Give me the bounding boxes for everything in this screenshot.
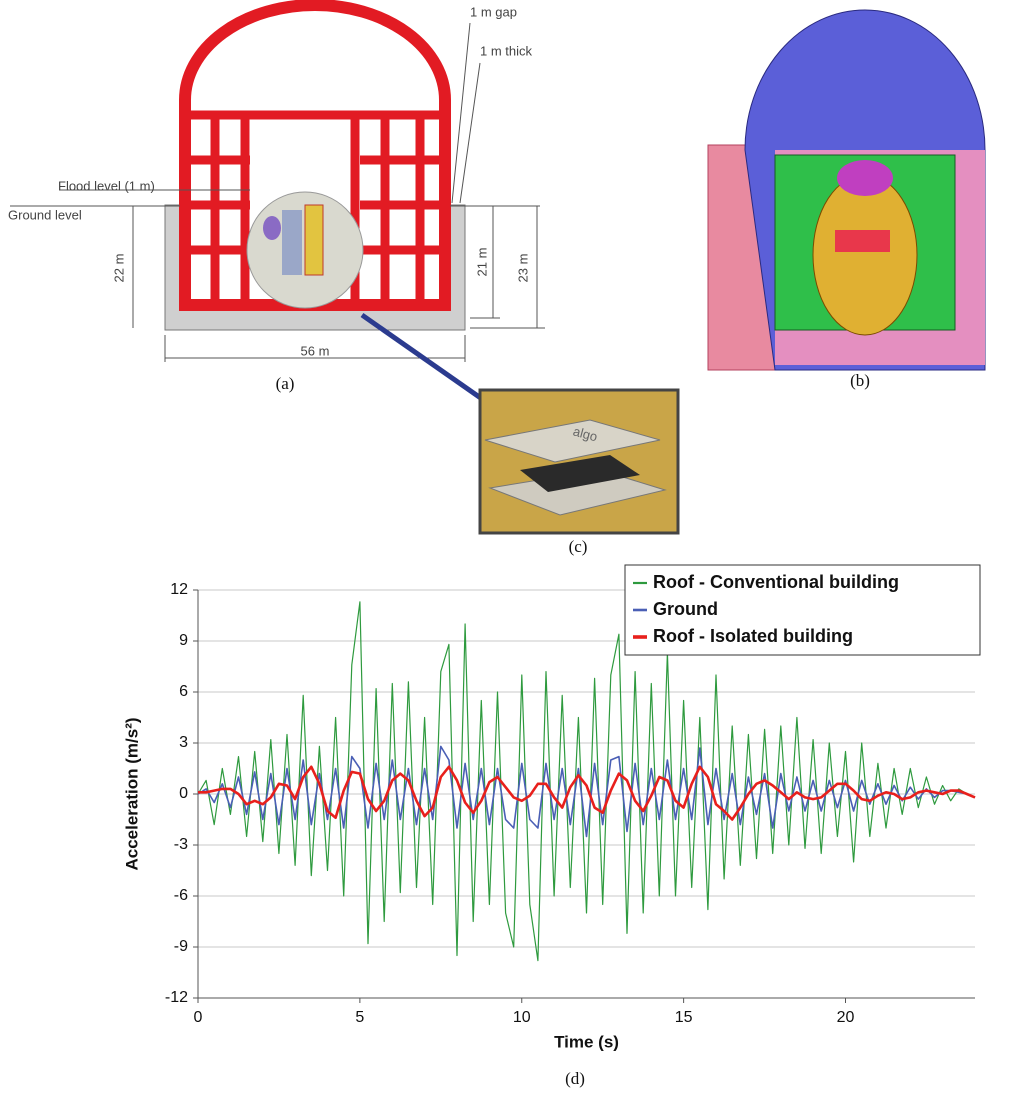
panel-label: (a)	[276, 374, 295, 393]
photo: algo (c)	[480, 390, 678, 556]
legend-label: Ground	[653, 599, 718, 619]
data-line	[198, 602, 975, 961]
x-tick-label: 20	[837, 1009, 855, 1026]
y-tick-label: 9	[179, 632, 188, 649]
y-tick-label: -12	[165, 989, 188, 1006]
annotation: Flood level (1 m)	[58, 178, 155, 193]
annotation: 1 m thick	[480, 43, 533, 58]
figure: 1 m gap 1 m thick Flood level (1 m) Grou…	[0, 0, 1030, 1093]
x-tick-label: 15	[675, 1009, 693, 1026]
dimension: 23 m	[515, 254, 530, 283]
dimension: 21 m	[474, 248, 489, 277]
x-tick-label: 5	[355, 1009, 364, 1026]
panel-label: (c)	[569, 537, 588, 556]
x-tick-label: 0	[194, 1009, 203, 1026]
building-section: 1 m gap 1 m thick Flood level (1 m) Grou…	[8, 4, 545, 392]
y-tick-label: 3	[179, 734, 188, 751]
panel-label: (d)	[565, 1069, 585, 1088]
y-axis-title: Acceleration (m/s²)	[122, 717, 141, 870]
y-tick-label: 6	[179, 683, 188, 700]
panel-label: (b)	[850, 371, 870, 390]
page: 1 m gap 1 m thick Flood level (1 m) Grou…	[0, 0, 1030, 1098]
annotation: 1 m gap	[470, 4, 517, 19]
y-tick-label: -3	[174, 836, 188, 853]
y-tick-label: 0	[179, 785, 188, 802]
annotation: Ground level	[8, 207, 82, 222]
y-tick-label: -6	[174, 887, 188, 904]
chart: -12 -9 -6 -3 0 3 6 9 12 0 5 10 15 20 Time (s) Accelerat…	[122, 565, 980, 1051]
legend-label: Roof - Conventional building	[653, 572, 899, 592]
legend-label: Roof - Isolated building	[653, 626, 853, 646]
fe-model: (b)	[708, 10, 985, 390]
dimension: 22 m	[111, 254, 126, 283]
y-tick-label: 12	[170, 581, 188, 598]
y-tick-label: -9	[174, 938, 188, 955]
x-axis-title: Time (s)	[554, 1032, 619, 1051]
x-tick-label: 10	[513, 1009, 531, 1026]
dimension: 56 m	[301, 343, 330, 358]
